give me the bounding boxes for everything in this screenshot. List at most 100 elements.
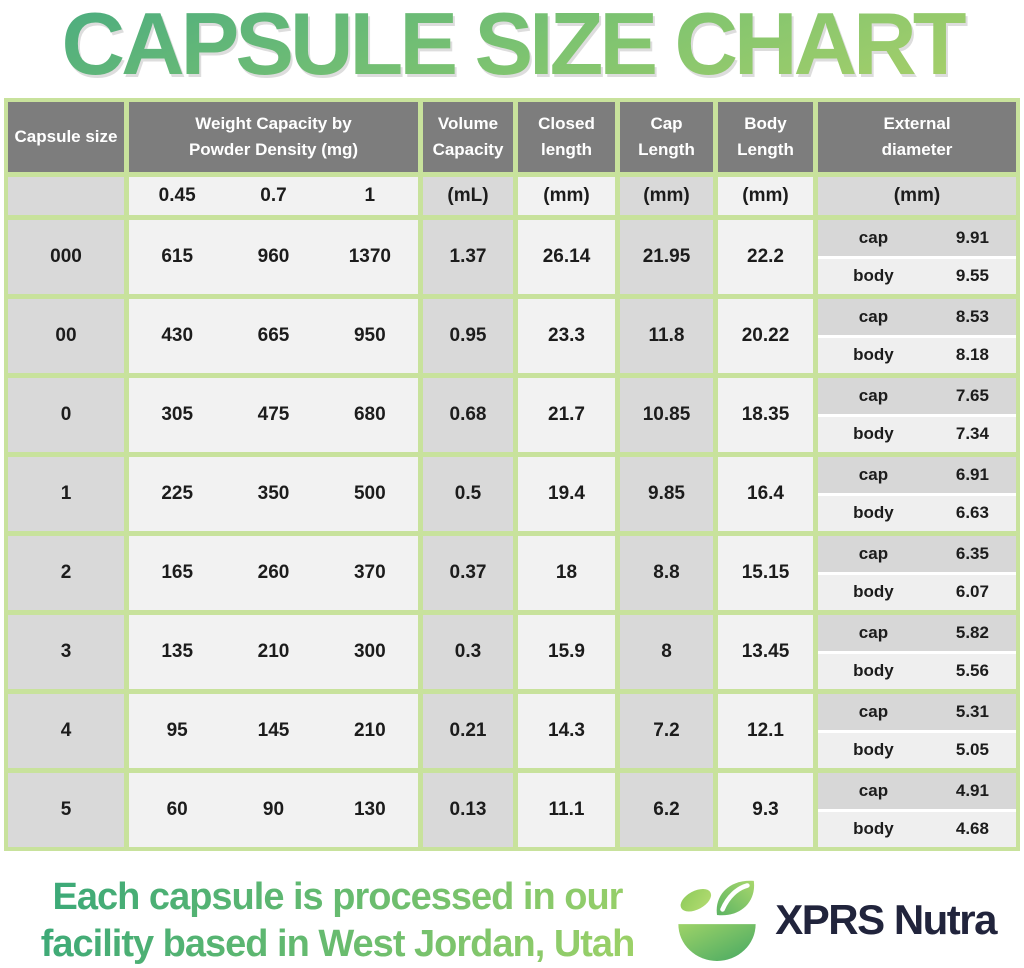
external-body-label: body — [853, 266, 894, 286]
capsule-size-cell: 5 — [8, 773, 124, 847]
units-external: (mm) — [818, 177, 1016, 215]
density-045: 0.45 — [158, 185, 196, 206]
body-length-cell: 20.22 — [718, 299, 813, 373]
external-diameter-cell: cap 6.91 body 6.63 — [818, 457, 1016, 531]
weight-capacity-cell: 60 90 130 — [129, 773, 418, 847]
weight-density-045: 305 — [161, 404, 194, 425]
external-body-label: body — [853, 345, 894, 365]
weight-density-07: 90 — [262, 799, 285, 820]
external-cap-label: cap — [858, 701, 889, 721]
volume-capacity-cell: 0.5 — [423, 457, 513, 531]
body-length-cell: 12.1 — [718, 694, 813, 768]
capsule-size-table: Capsule size Weight Capacity by Powder D… — [4, 98, 1020, 851]
body-length-cell: 16.4 — [718, 457, 813, 531]
external-body-value: 4.68 — [955, 819, 989, 839]
cap-length-cell: 10.85 — [620, 378, 713, 452]
external-cap-value: 7.65 — [955, 385, 989, 405]
weight-capacity-cell: 135 210 300 — [129, 615, 418, 689]
volume-capacity-cell: 1.37 — [423, 220, 513, 294]
weight-density-1: 1370 — [348, 246, 391, 267]
cap-length-cell: 11.8 — [620, 299, 713, 373]
capsule-size-cell: 2 — [8, 536, 124, 610]
weight-density-045: 165 — [161, 562, 194, 583]
external-body-label: body — [853, 582, 894, 602]
closed-length-cell: 26.14 — [518, 220, 615, 294]
external-cap-row: cap 5.31 — [818, 694, 1016, 733]
external-body-label: body — [853, 740, 894, 760]
external-cap-value: 9.91 — [955, 227, 989, 247]
cap-length-cell: 7.2 — [620, 694, 713, 768]
volume-capacity-cell: 0.21 — [423, 694, 513, 768]
weight-density-07: 145 — [257, 720, 290, 741]
weight-capacity-cell: 430 665 950 — [129, 299, 418, 373]
capsule-size-cell: 1 — [8, 457, 124, 531]
external-cap-row: cap 9.91 — [818, 220, 1016, 259]
header-body-length: Body Length — [718, 102, 813, 172]
density-1: 1 — [364, 185, 376, 206]
external-cap-row: cap 4.91 — [818, 773, 1016, 812]
body-length-cell: 15.15 — [718, 536, 813, 610]
brand-name: XPRS Nutra — [775, 896, 997, 943]
external-body-row: body 6.07 — [818, 574, 1016, 610]
external-body-label: body — [853, 661, 894, 681]
volume-capacity-cell: 0.68 — [423, 378, 513, 452]
external-body-row: body 6.63 — [818, 495, 1016, 531]
external-body-label: body — [853, 503, 894, 523]
body-length-cell: 22.2 — [718, 220, 813, 294]
external-cap-label: cap — [858, 622, 889, 642]
volume-capacity-cell: 0.95 — [423, 299, 513, 373]
closed-length-cell: 21.7 — [518, 378, 615, 452]
external-cap-value: 6.35 — [955, 543, 989, 563]
header-capsule-size: Capsule size — [8, 102, 124, 172]
external-cap-row: cap 5.82 — [818, 615, 1016, 654]
external-diameter-cell: cap 5.31 body 5.05 — [818, 694, 1016, 768]
cap-length-cell: 21.95 — [620, 220, 713, 294]
volume-capacity-cell: 0.13 — [423, 773, 513, 847]
external-body-value: 6.63 — [955, 503, 989, 523]
external-cap-value: 8.53 — [955, 306, 989, 326]
weight-density-1: 680 — [353, 404, 386, 425]
capsule-size-cell: 000 — [8, 220, 124, 294]
closed-length-cell: 19.4 — [518, 457, 615, 531]
external-diameter-cell: cap 7.65 body 7.34 — [818, 378, 1016, 452]
external-body-row: body 4.68 — [818, 811, 1016, 847]
weight-density-07: 210 — [257, 641, 290, 662]
closed-length-cell: 11.1 — [518, 773, 615, 847]
external-diameter-cell: cap 8.53 body 8.18 — [818, 299, 1016, 373]
volume-capacity-cell: 0.37 — [423, 536, 513, 610]
header-weight-capacity: Weight Capacity by Powder Density (mg) — [129, 102, 418, 172]
brand-logo: XPRS Nutra — [671, 876, 997, 964]
external-body-value: 9.55 — [955, 266, 989, 286]
units-densities: 0.45 0.7 1 — [129, 177, 418, 215]
external-cap-label: cap — [858, 543, 889, 563]
closed-length-cell: 18 — [518, 536, 615, 610]
body-length-cell: 9.3 — [718, 773, 813, 847]
external-diameter-cell: cap 6.35 body 6.07 — [818, 536, 1016, 610]
external-cap-value: 5.82 — [955, 622, 989, 642]
weight-capacity-cell: 165 260 370 — [129, 536, 418, 610]
weight-density-1: 370 — [353, 562, 386, 583]
cap-length-cell: 8.8 — [620, 536, 713, 610]
weight-density-045: 225 — [161, 483, 194, 504]
external-body-value: 7.34 — [955, 424, 989, 444]
weight-density-07: 350 — [257, 483, 290, 504]
cap-length-cell: 8 — [620, 615, 713, 689]
weight-capacity-cell: 225 350 500 — [129, 457, 418, 531]
weight-density-1: 210 — [353, 720, 386, 741]
weight-density-045: 135 — [161, 641, 194, 662]
body-length-cell: 18.35 — [718, 378, 813, 452]
weight-density-07: 475 — [257, 404, 290, 425]
external-body-row: body 5.05 — [818, 732, 1016, 768]
density-07: 0.7 — [260, 185, 287, 206]
external-cap-value: 6.91 — [955, 464, 989, 484]
closed-length-cell: 23.3 — [518, 299, 615, 373]
capsule-size-cell: 0 — [8, 378, 124, 452]
weight-capacity-cell: 95 145 210 — [129, 694, 418, 768]
external-cap-value: 4.91 — [955, 780, 989, 800]
body-length-cell: 13.45 — [718, 615, 813, 689]
external-cap-row: cap 6.91 — [818, 457, 1016, 496]
external-body-row: body 7.34 — [818, 416, 1016, 452]
capsule-size-cell: 00 — [8, 299, 124, 373]
header-external-diameter: External diameter — [818, 102, 1016, 172]
weight-density-1: 300 — [353, 641, 386, 662]
